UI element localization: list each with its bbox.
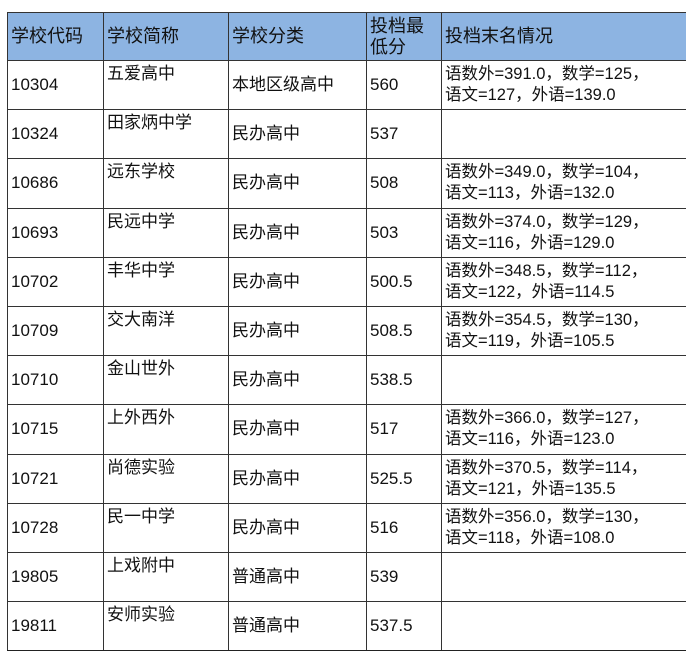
detail-line-1: 语数外=349.0，数学=104， xyxy=(445,162,684,183)
table-row: 10721 尚德实验 民办高中 525.5 语数外=370.5，数学=114，语… xyxy=(8,454,686,503)
last-admitted-detail: 语数外=349.0，数学=104，语文=113，外语=132.0 xyxy=(442,159,686,208)
min-score: 508.5 xyxy=(367,306,442,355)
min-score: 508 xyxy=(367,159,442,208)
detail-line-2: 语文=116，外语=129.0 xyxy=(445,233,684,254)
table-row: 10715 上外西外 民办高中 517 语数外=366.0，数学=127，语文=… xyxy=(8,405,686,454)
school-code: 10715 xyxy=(8,405,104,454)
min-score: 500.5 xyxy=(367,257,442,306)
last-admitted-detail: 语数外=374.0，数学=129，语文=116，外语=129.0 xyxy=(442,208,686,257)
school-name: 上戏附中 xyxy=(104,552,229,601)
school-code: 10721 xyxy=(8,454,104,503)
school-type: 普通高中 xyxy=(229,552,367,601)
school-type: 本地区级高中 xyxy=(229,61,367,110)
min-score: 560 xyxy=(367,61,442,110)
table-row: 10710 金山世外 民办高中 538.5 xyxy=(8,356,686,405)
detail-line-2: 语文=116，外语=123.0 xyxy=(445,429,684,450)
school-name: 五爱高中 xyxy=(104,61,229,110)
detail-line-1: 语数外=366.0，数学=127， xyxy=(445,408,684,429)
last-admitted-detail: 语数外=356.0，数学=130，语文=118，外语=108.0 xyxy=(442,503,686,552)
min-score: 537.5 xyxy=(367,602,442,651)
table-row: 10324 田家炳中学 民办高中 537 xyxy=(8,110,686,159)
header-row: 学校代码 学校简称 学校分类 投档最低分 投档末名情况 xyxy=(8,13,686,61)
detail-line-2: 语文=113，外语=132.0 xyxy=(445,183,684,204)
detail-line-2: 语文=121，外语=135.5 xyxy=(445,479,684,500)
last-admitted-detail xyxy=(442,552,686,601)
min-score: 517 xyxy=(367,405,442,454)
school-name: 丰华中学 xyxy=(104,257,229,306)
min-score: 538.5 xyxy=(367,356,442,405)
school-code: 10728 xyxy=(8,503,104,552)
table-row: 10304 五爱高中 本地区级高中 560 语数外=391.0，数学=125，语… xyxy=(8,61,686,110)
header-school-name: 学校简称 xyxy=(104,13,229,61)
admission-table: 学校代码 学校简称 学校分类 投档最低分 投档末名情况 10304 五爱高中 本… xyxy=(7,12,686,651)
school-name: 民远中学 xyxy=(104,208,229,257)
last-admitted-detail: 语数外=370.5，数学=114，语文=121，外语=135.5 xyxy=(442,454,686,503)
school-code: 10702 xyxy=(8,257,104,306)
last-admitted-detail xyxy=(442,602,686,651)
table-row: 19805 上戏附中 普通高中 539 xyxy=(8,552,686,601)
header-last-admitted: 投档末名情况 xyxy=(442,13,686,61)
min-score: 516 xyxy=(367,503,442,552)
last-admitted-detail xyxy=(442,110,686,159)
school-name: 金山世外 xyxy=(104,356,229,405)
school-type: 普通高中 xyxy=(229,602,367,651)
school-code: 10324 xyxy=(8,110,104,159)
detail-line-2: 语文=122，外语=114.5 xyxy=(445,282,684,303)
detail-line-2: 语文=127，外语=139.0 xyxy=(445,85,684,106)
school-type: 民办高中 xyxy=(229,159,367,208)
last-admitted-detail: 语数外=354.5，数学=130，语文=119，外语=105.5 xyxy=(442,306,686,355)
school-code: 10686 xyxy=(8,159,104,208)
table-row: 10686 远东学校 民办高中 508 语数外=349.0，数学=104，语文=… xyxy=(8,159,686,208)
last-admitted-detail: 语数外=366.0，数学=127，语文=116，外语=123.0 xyxy=(442,405,686,454)
school-name: 远东学校 xyxy=(104,159,229,208)
school-name: 尚德实验 xyxy=(104,454,229,503)
detail-line-1: 语数外=348.5，数学=112， xyxy=(445,261,684,282)
school-type: 民办高中 xyxy=(229,356,367,405)
school-name: 交大南洋 xyxy=(104,306,229,355)
min-score: 537 xyxy=(367,110,442,159)
table-row: 19811 安师实验 普通高中 537.5 xyxy=(8,602,686,651)
school-type: 民办高中 xyxy=(229,454,367,503)
detail-line-1: 语数外=370.5，数学=114， xyxy=(445,458,684,479)
school-type: 民办高中 xyxy=(229,503,367,552)
school-code: 10693 xyxy=(8,208,104,257)
min-score: 539 xyxy=(367,552,442,601)
last-admitted-detail: 语数外=348.5，数学=112，语文=122，外语=114.5 xyxy=(442,257,686,306)
table-row: 10693 民远中学 民办高中 503 语数外=374.0，数学=129，语文=… xyxy=(8,208,686,257)
school-code: 10710 xyxy=(8,356,104,405)
min-score: 525.5 xyxy=(367,454,442,503)
school-name: 安师实验 xyxy=(104,602,229,651)
min-score: 503 xyxy=(367,208,442,257)
school-name: 上外西外 xyxy=(104,405,229,454)
detail-line-2: 语文=118，外语=108.0 xyxy=(445,528,684,549)
school-name: 田家炳中学 xyxy=(104,110,229,159)
table-row: 10702 丰华中学 民办高中 500.5 语数外=348.5，数学=112，语… xyxy=(8,257,686,306)
school-type: 民办高中 xyxy=(229,110,367,159)
school-code: 10304 xyxy=(8,61,104,110)
school-type: 民办高中 xyxy=(229,257,367,306)
last-admitted-detail: 语数外=391.0，数学=125，语文=127，外语=139.0 xyxy=(442,61,686,110)
header-min-score: 投档最低分 xyxy=(367,13,442,61)
header-school-type: 学校分类 xyxy=(229,13,367,61)
last-admitted-detail xyxy=(442,356,686,405)
school-code: 10709 xyxy=(8,306,104,355)
school-type: 民办高中 xyxy=(229,306,367,355)
detail-line-2: 语文=119，外语=105.5 xyxy=(445,331,684,352)
header-school-code: 学校代码 xyxy=(8,13,104,61)
table-row: 10728 民一中学 民办高中 516 语数外=356.0，数学=130，语文=… xyxy=(8,503,686,552)
school-type: 民办高中 xyxy=(229,208,367,257)
school-code: 19811 xyxy=(8,602,104,651)
table-row: 10709 交大南洋 民办高中 508.5 语数外=354.5，数学=130，语… xyxy=(8,306,686,355)
school-type: 民办高中 xyxy=(229,405,367,454)
school-code: 19805 xyxy=(8,552,104,601)
detail-line-1: 语数外=374.0，数学=129， xyxy=(445,212,684,233)
school-name: 民一中学 xyxy=(104,503,229,552)
detail-line-1: 语数外=354.5，数学=130， xyxy=(445,310,684,331)
detail-line-1: 语数外=356.0，数学=130， xyxy=(445,507,684,528)
detail-line-1: 语数外=391.0，数学=125， xyxy=(445,64,684,85)
